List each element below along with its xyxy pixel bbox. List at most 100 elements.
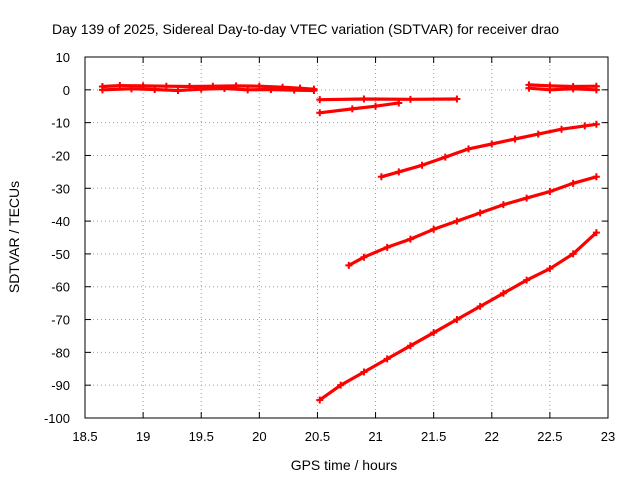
data-point xyxy=(581,122,589,130)
data-point xyxy=(453,95,461,103)
data-point xyxy=(395,99,403,107)
y-tick-label: -40 xyxy=(51,214,70,229)
data-point xyxy=(558,125,566,133)
data-point xyxy=(316,96,324,104)
x-tick-label: 23 xyxy=(601,429,615,444)
series-line xyxy=(318,101,401,115)
series-4 xyxy=(316,99,403,117)
series-line xyxy=(318,97,459,102)
series-line xyxy=(347,175,598,267)
data-point xyxy=(546,188,554,196)
series-line xyxy=(527,83,598,89)
series-2 xyxy=(98,85,318,94)
data-point xyxy=(360,95,368,103)
data-point xyxy=(174,86,182,94)
data-point xyxy=(488,140,496,148)
data-point xyxy=(569,179,577,187)
data-point xyxy=(465,145,473,153)
tick-labels: 18.5 19 19.5 20 20.5 21 21.5 22 22.5 23 10 0 -10 -20 -… xyxy=(44,50,615,444)
y-tick-label: -70 xyxy=(51,313,70,328)
series-group xyxy=(98,81,600,404)
data-point xyxy=(316,396,324,404)
data-point xyxy=(197,85,205,93)
x-tick-label: 21.5 xyxy=(421,429,446,444)
y-tick-label: -60 xyxy=(51,280,70,295)
data-point xyxy=(523,276,531,284)
series-3 xyxy=(316,95,461,104)
series-6 xyxy=(525,84,600,94)
data-point xyxy=(569,85,577,93)
x-axis-title: GPS time / hours xyxy=(291,457,398,473)
x-tick-label: 19 xyxy=(136,429,150,444)
data-point xyxy=(546,86,554,94)
data-point xyxy=(290,86,298,94)
data-point xyxy=(151,85,159,93)
y-tick-label: -30 xyxy=(51,181,70,196)
data-point xyxy=(430,225,438,233)
y-tick-label: -90 xyxy=(51,378,70,393)
data-point xyxy=(406,342,414,350)
data-point xyxy=(453,217,461,225)
data-point xyxy=(360,368,368,376)
data-point xyxy=(383,243,391,251)
x-tick-label: 20.5 xyxy=(305,429,330,444)
y-tick-label: 0 xyxy=(63,83,70,98)
data-point xyxy=(337,381,345,389)
data-point xyxy=(372,102,380,110)
x-tick-label: 22 xyxy=(485,429,499,444)
data-point xyxy=(546,265,554,273)
x-tick-label: 18.5 xyxy=(72,429,97,444)
data-point xyxy=(360,253,368,261)
data-point xyxy=(127,85,135,93)
data-point xyxy=(244,86,252,94)
data-point xyxy=(441,153,449,161)
y-tick-label: 10 xyxy=(56,50,70,65)
data-point xyxy=(499,201,507,209)
y-tick-label: -20 xyxy=(51,148,70,163)
series-line xyxy=(100,86,316,93)
data-point xyxy=(569,250,577,258)
plot-frame xyxy=(84,56,609,419)
data-point xyxy=(453,316,461,324)
series-line xyxy=(527,86,598,92)
y-tick-label: -100 xyxy=(44,411,70,426)
data-point xyxy=(476,302,484,310)
ticks xyxy=(84,56,609,419)
data-point xyxy=(592,229,600,237)
data-point xyxy=(406,235,414,243)
x-tick-label: 19.5 xyxy=(189,429,214,444)
grid xyxy=(85,57,608,418)
series-7 xyxy=(377,120,600,181)
y-tick-label: -50 xyxy=(51,247,70,262)
data-point xyxy=(430,329,438,337)
data-point xyxy=(511,135,519,143)
data-point xyxy=(406,95,414,103)
data-point xyxy=(523,194,531,202)
chart-title: Day 139 of 2025, Sidereal Day-to-day VTE… xyxy=(52,21,559,37)
data-point xyxy=(476,209,484,217)
data-point xyxy=(592,86,600,94)
data-point xyxy=(534,130,542,138)
data-point xyxy=(267,85,275,93)
y-axis-title: SDTVAR / TECUs xyxy=(6,181,22,293)
series-9 xyxy=(316,229,600,404)
series-8 xyxy=(345,173,600,269)
data-point xyxy=(345,261,353,269)
data-point xyxy=(383,355,391,363)
data-point xyxy=(98,86,106,94)
data-point xyxy=(418,161,426,169)
y-tick-label: -10 xyxy=(51,116,70,131)
data-point xyxy=(377,173,385,181)
data-point xyxy=(592,173,600,181)
data-point xyxy=(525,84,533,92)
data-point xyxy=(499,289,507,297)
y-tick-label: -80 xyxy=(51,345,70,360)
x-tick-label: 22.5 xyxy=(537,429,562,444)
data-point xyxy=(220,85,228,93)
data-point xyxy=(592,120,600,128)
data-point xyxy=(316,109,324,117)
data-point xyxy=(395,168,403,176)
data-point xyxy=(310,86,318,94)
